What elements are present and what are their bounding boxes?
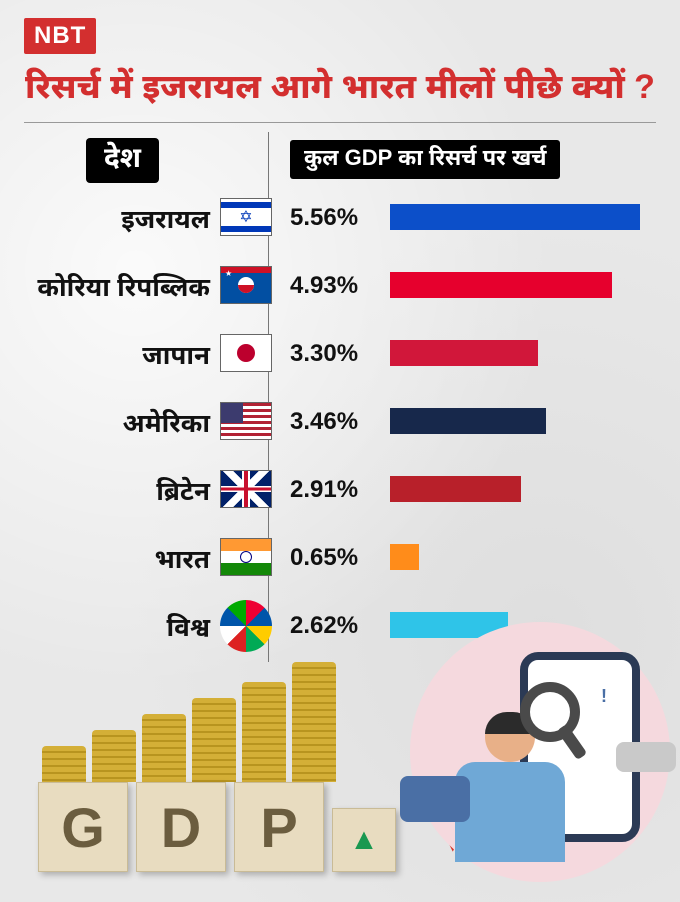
chart-row: जापान 3.30%: [0, 326, 680, 394]
bar: [390, 476, 521, 502]
bar: [390, 544, 419, 570]
bar: [390, 272, 612, 298]
chart-row: अमेरिका 3.46%: [0, 394, 680, 462]
country-label: विश्व: [0, 612, 210, 647]
percent-value: 2.62%: [290, 612, 358, 640]
chart-row: ब्रिटेन 2.91%: [0, 462, 680, 530]
bar: [390, 408, 546, 434]
coin-stack: [292, 662, 336, 782]
chat-bubble-icon: [400, 776, 470, 822]
country-label: जापान: [0, 340, 210, 375]
country-label: इजरायल: [0, 204, 210, 239]
coin-stack: [92, 730, 136, 782]
coin-stack: [42, 746, 86, 782]
percent-value: 3.46%: [290, 408, 358, 436]
coin-stack: [142, 714, 186, 782]
percent-value: 3.30%: [290, 340, 358, 368]
chart-row: कोरिया रिपब्लिक ★ 4.93%: [0, 258, 680, 326]
column-header-metric: कुल GDP का रिसर्च पर खर्च: [290, 140, 560, 179]
magnifying-glass-icon: [520, 682, 580, 742]
chart-row: इजरायल ✡ 5.56%: [0, 190, 680, 258]
percent-value: 0.65%: [290, 544, 358, 572]
bar: [390, 204, 640, 230]
column-header-country: देश: [86, 138, 159, 183]
coin-stacks-illustration: [42, 662, 336, 782]
country-label: ब्रिटेन: [0, 476, 210, 511]
chart-rows: इजरायल ✡ 5.56% कोरिया रिपब्लिक ★ 4.93% जापान 3.…: [0, 190, 680, 666]
flag-icon: ✡: [220, 198, 272, 236]
gdp-block: P: [234, 782, 324, 872]
arrow-up-icon: ▲: [332, 808, 396, 872]
bar: [390, 340, 538, 366]
flag-icon: [220, 600, 272, 652]
logo: NBT: [24, 18, 96, 54]
flag-icon: [220, 470, 272, 508]
percent-value: 5.56%: [290, 204, 358, 232]
country-label: अमेरिका: [0, 408, 210, 443]
flag-icon: [220, 538, 272, 576]
chat-bubble-icon: [616, 742, 676, 772]
percent-value: 4.93%: [290, 272, 358, 300]
country-label: भारत: [0, 544, 210, 579]
headline: रिसर्च में इजरायल आगे भारत मीलों पीछे क्…: [0, 68, 680, 112]
coin-stack: [192, 698, 236, 782]
gdp-block: D: [136, 782, 226, 872]
chart-row: भारत 0.65%: [0, 530, 680, 598]
gdp-blocks: G D P ▲: [38, 782, 396, 872]
gdp-block: G: [38, 782, 128, 872]
country-label: कोरिया रिपब्लिक: [0, 272, 210, 307]
flag-icon: [220, 334, 272, 372]
flag-icon: ★: [220, 266, 272, 304]
divider: [24, 122, 656, 123]
researcher-illustration: !: [410, 622, 670, 882]
flag-icon: [220, 402, 272, 440]
percent-value: 2.91%: [290, 476, 358, 504]
coin-stack: [242, 682, 286, 782]
